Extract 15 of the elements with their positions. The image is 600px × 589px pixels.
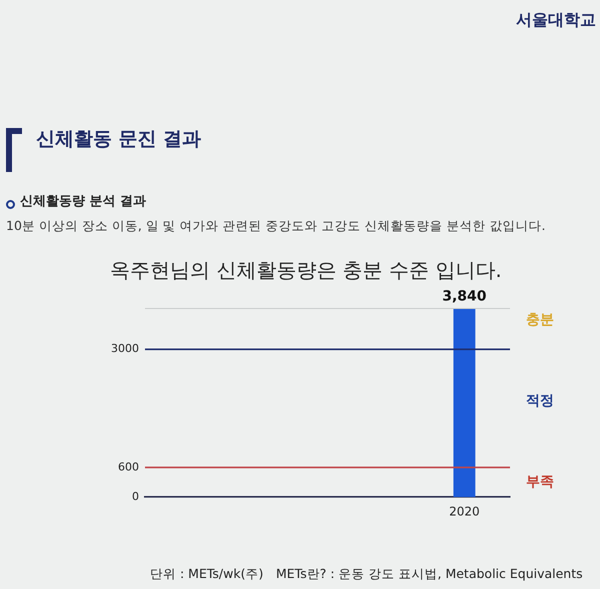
text: METs란? : 운동 강도 표시법, Metabolic Equivalents: [276, 566, 583, 581]
text: 10분 이상의 장소 이동, 일 및 여가와 관련된 중강도와 고강도 신체활동량을 분석한 값입니다.: [6, 218, 546, 233]
text: 신체활동 문진 결과: [36, 128, 202, 151]
data-label: 3,840: [442, 288, 487, 305]
y-tick-label: 3000: [111, 342, 139, 356]
text: 적정: [526, 393, 554, 410]
y-tick-label: 600: [118, 460, 139, 474]
text: 신체활동량 분석 결과: [20, 194, 146, 210]
text: 충분: [526, 312, 554, 329]
text: 부족: [526, 474, 554, 491]
text: 단위 : METs/wk(주): [150, 566, 264, 581]
x-tick-label: 2020: [449, 504, 480, 518]
chart-title: 옥주현님의 신체활동량은 충분 수준 입니다.: [110, 258, 502, 282]
y-tick-label: 0: [132, 490, 139, 503]
text: 서울대학교: [516, 10, 596, 30]
